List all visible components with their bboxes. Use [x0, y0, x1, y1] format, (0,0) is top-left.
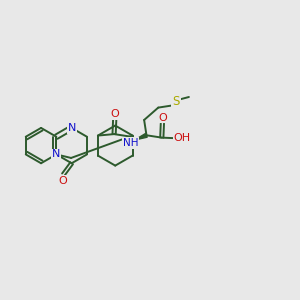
Text: OH: OH	[174, 133, 191, 143]
Text: S: S	[172, 95, 180, 108]
Text: O: O	[110, 109, 119, 119]
Text: O: O	[158, 112, 167, 123]
Text: NH: NH	[123, 138, 139, 148]
Text: N: N	[52, 149, 61, 159]
Polygon shape	[135, 134, 147, 140]
Text: N: N	[68, 123, 76, 133]
Text: O: O	[58, 176, 67, 186]
